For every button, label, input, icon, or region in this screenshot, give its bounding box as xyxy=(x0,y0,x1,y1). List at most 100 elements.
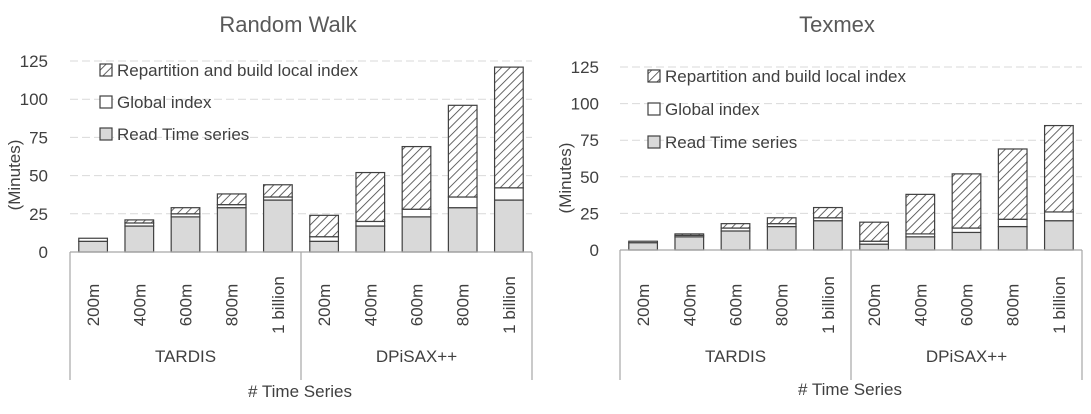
x-tick-label: 400m xyxy=(361,284,380,327)
x-tick-label: 400m xyxy=(680,284,699,327)
x-axis-label: # Time Series xyxy=(798,380,902,399)
y-tick-label: 0 xyxy=(590,241,599,260)
bar-read-time-series xyxy=(78,240,109,253)
bar-repartition-local-index xyxy=(355,171,386,223)
legend-swatch xyxy=(647,69,661,83)
legend-label: Repartition and build local index xyxy=(117,61,358,80)
x-tick-label: 200m xyxy=(634,284,653,327)
bar-read-time-series xyxy=(447,207,478,253)
x-tick-label: 800m xyxy=(223,284,242,327)
bar-read-time-series xyxy=(628,242,659,251)
bar-read-time-series xyxy=(493,199,524,253)
bar-repartition-local-index xyxy=(859,221,890,242)
bar-repartition-local-index xyxy=(766,217,797,225)
x-tick-label: 600m xyxy=(958,284,977,327)
bar-repartition-local-index xyxy=(262,184,293,198)
legend-label: Repartition and build local index xyxy=(665,67,906,86)
legend-label: Global index xyxy=(117,93,212,112)
chart-random-walk: Random Walk 0 25 50 75 100 125 (Minutes) 200m 400… xyxy=(5,12,533,401)
bar-read-time-series xyxy=(905,236,936,251)
bar-repartition-local-index xyxy=(124,219,155,224)
x-tick-label: 200m xyxy=(315,284,334,327)
y-axis-label: (Minutes) xyxy=(5,140,24,211)
bar-global-index xyxy=(493,187,524,201)
bar-repartition-local-index xyxy=(216,193,247,206)
bar-repartition-local-index xyxy=(1043,124,1074,213)
legend-swatch xyxy=(99,95,113,109)
chart-texmex: Texmex 0 25 50 75 100 125 (Minutes) 200m 400m 600m… xyxy=(556,12,1083,399)
x-tick-label: 600m xyxy=(177,284,196,327)
legend-swatch xyxy=(647,135,661,149)
group-label: TARDIS xyxy=(155,347,216,366)
bar-global-index xyxy=(447,196,478,209)
bar-global-index xyxy=(401,208,432,218)
y-axis-label: (Minutes) xyxy=(556,143,575,214)
legend-label: Read Time series xyxy=(117,125,249,144)
bar-read-time-series xyxy=(170,216,201,253)
bar-global-index xyxy=(997,218,1028,228)
bar-read-time-series xyxy=(401,216,432,253)
bar-read-time-series xyxy=(720,230,751,251)
bar-repartition-local-index xyxy=(447,104,478,198)
x-axis-label: # Time Series xyxy=(248,382,352,401)
x-tick-label: 200m xyxy=(865,284,884,327)
bar-global-index xyxy=(1043,211,1074,222)
bar-global-index xyxy=(355,220,386,227)
y-tick-label: 25 xyxy=(29,205,48,224)
bar-read-time-series xyxy=(812,220,843,251)
x-tick-label: 1 billion xyxy=(1050,276,1069,334)
bar-read-time-series xyxy=(309,240,340,253)
group-label: DPiSAX++ xyxy=(926,347,1007,366)
x-tick-label: 600m xyxy=(408,284,427,327)
chart-title: Texmex xyxy=(799,12,875,37)
bar-read-time-series xyxy=(766,225,797,251)
bar-repartition-local-index xyxy=(674,233,705,236)
x-tick-label: 800m xyxy=(454,284,473,327)
bar-read-time-series xyxy=(674,236,705,251)
legend-swatch xyxy=(99,63,113,77)
bar-read-time-series xyxy=(355,225,386,253)
bar-repartition-local-index xyxy=(493,66,524,189)
x-tick-label: 1 billion xyxy=(500,276,519,334)
y-tick-label: 100 xyxy=(20,90,48,109)
group-label: TARDIS xyxy=(705,347,766,366)
legend-label: Read Time series xyxy=(665,133,797,152)
bar-read-time-series xyxy=(859,243,890,251)
x-tick-label: 800m xyxy=(773,284,792,327)
legend-label: Global index xyxy=(665,100,760,119)
x-tick-label: 1 billion xyxy=(819,276,838,334)
bar-global-index xyxy=(951,227,982,234)
bar-repartition-local-index xyxy=(170,207,201,215)
bar-read-time-series xyxy=(216,207,247,253)
group-label: DPiSAX++ xyxy=(376,347,457,366)
legend-swatch xyxy=(647,102,661,116)
bar-repartition-local-index xyxy=(812,206,843,219)
bar-repartition-local-index xyxy=(309,214,340,238)
bar-global-index xyxy=(628,240,659,244)
chart-title: Random Walk xyxy=(219,12,357,37)
bar-read-time-series xyxy=(1043,220,1074,251)
x-tick-label: 400m xyxy=(911,284,930,327)
y-tick-label: 50 xyxy=(29,167,48,186)
bar-global-index xyxy=(309,236,340,242)
bar-repartition-local-index xyxy=(905,193,936,235)
y-tick-label: 25 xyxy=(580,204,599,223)
y-tick-label: 125 xyxy=(20,52,48,71)
x-tick-label: 1 billion xyxy=(269,276,288,334)
bar-repartition-local-index xyxy=(720,223,751,229)
x-tick-label: 200m xyxy=(84,284,103,327)
y-tick-label: 50 xyxy=(580,168,599,187)
bar-read-time-series xyxy=(124,225,155,253)
bar-global-index xyxy=(78,237,109,242)
bar-repartition-local-index xyxy=(997,148,1028,220)
bar-read-time-series xyxy=(951,231,982,251)
x-tick-label: 600m xyxy=(727,284,746,327)
y-tick-label: 125 xyxy=(571,58,599,77)
bar-read-time-series xyxy=(262,199,293,253)
x-tick-label: 800m xyxy=(1004,284,1023,327)
bar-read-time-series xyxy=(997,225,1028,251)
legend-swatch xyxy=(99,127,113,141)
bar-repartition-local-index xyxy=(401,145,432,210)
y-tick-label: 75 xyxy=(29,128,48,147)
